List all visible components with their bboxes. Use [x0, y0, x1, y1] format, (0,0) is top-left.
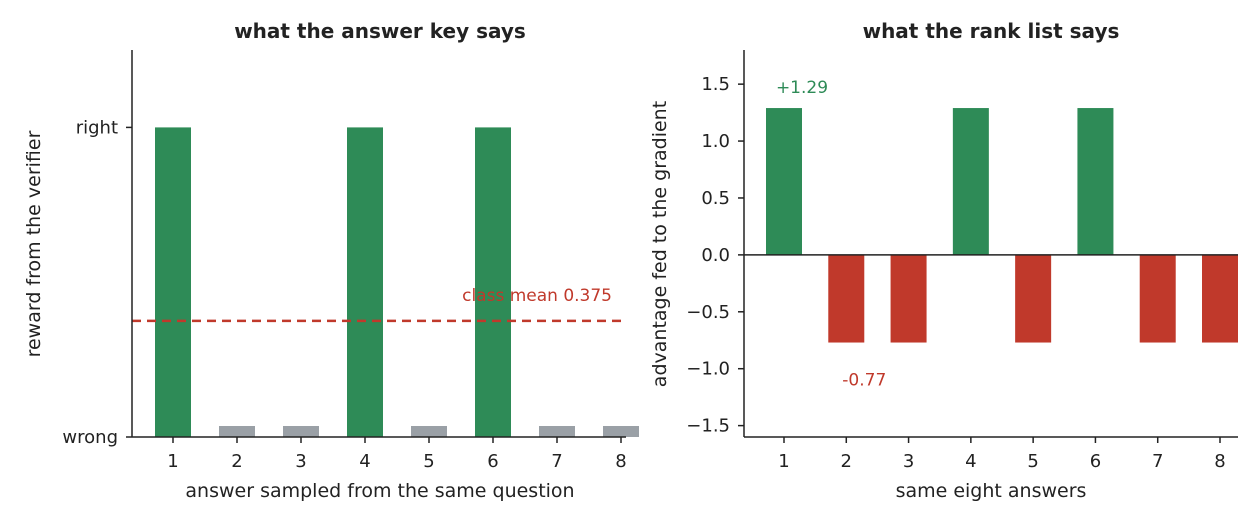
advantage-x-tick-label: 5: [1027, 451, 1038, 472]
advantage-bar-3: [890, 254, 927, 343]
advantage-y-tick-label: 1.0: [701, 131, 730, 152]
reward-x-tick-label: 8: [615, 451, 626, 472]
advantage-x-tick-label: 8: [1214, 451, 1225, 472]
advantage-x-tick-label: 1: [778, 451, 789, 472]
reward-x-tick-label: 2: [231, 451, 242, 472]
reward-x-tick-label: 5: [423, 451, 434, 472]
reward-y-ticks: right wrong: [62, 117, 132, 448]
reward-y-tick-label: wrong: [62, 427, 118, 448]
min-advantage-label: -0.77: [842, 371, 886, 391]
reward-x-tick-label: 3: [295, 451, 306, 472]
reward-y-axis-label: reward from the verifier: [23, 130, 45, 357]
class-mean-reference: class mean 0.375: [132, 286, 622, 323]
reward-x-axis-label: answer sampled from the same question: [185, 480, 574, 502]
advantage-y-tick-label: −1.5: [686, 416, 730, 437]
advantage-panel: what the rank list says +1.29-0.77 −1.5−…: [649, 19, 1238, 502]
advantage-bar-7: [1139, 254, 1176, 343]
advantage-y-tick-label: −0.5: [686, 302, 730, 323]
advantage-bars: [766, 108, 1238, 343]
reward-bar-6: [475, 127, 511, 438]
advantage-x-tick-label: 6: [1090, 451, 1101, 472]
class-mean-label: class mean 0.375: [462, 286, 612, 306]
advantage-x-tick-label: 2: [841, 451, 852, 472]
reward-bars: [155, 127, 639, 438]
advantage-bar-6: [1077, 108, 1114, 255]
advantage-bar-8: [1202, 254, 1238, 343]
advantage-bar-5: [1015, 254, 1052, 343]
reward-bar-5: [411, 426, 447, 437]
advantage-y-axis-label: advantage fed to the gradient: [649, 101, 671, 387]
reward-x-tick-label: 6: [487, 451, 498, 472]
advantage-bar-1: [766, 108, 802, 255]
reward-bar-1: [155, 127, 191, 438]
advantage-y-tick-label: 0.5: [701, 188, 730, 209]
reward-panel-title: what the answer key says: [234, 19, 526, 43]
reward-x-tick-label: 4: [359, 451, 370, 472]
reward-bar-4: [347, 127, 383, 438]
reward-y-tick-label: right: [76, 117, 118, 138]
advantage-bar-4: [952, 108, 989, 255]
advantage-y-tick-label: 1.5: [701, 74, 730, 95]
advantage-panel-title: what the rank list says: [863, 19, 1120, 43]
reward-bar-2: [219, 426, 255, 437]
advantage-x-tick-label: 3: [903, 451, 914, 472]
reward-bar-3: [283, 426, 319, 437]
reward-panel: what the answer key says class mean 0.37…: [23, 19, 639, 502]
advantage-bar-2: [828, 254, 865, 343]
advantage-x-axis-label: same eight answers: [896, 480, 1087, 502]
advantage-x-tick-label: 7: [1152, 451, 1163, 472]
reward-x-ticks: 1 2 3 4 5 6 7 8: [167, 437, 627, 472]
advantage-y-tick-label: −1.0: [686, 359, 730, 380]
reward-x-tick-label: 1: [167, 451, 178, 472]
reward-bar-8: [603, 426, 639, 437]
advantage-x-tick-label: 4: [965, 451, 976, 472]
advantage-annotations: +1.29 -0.77: [776, 78, 886, 390]
reward-x-tick-label: 7: [551, 451, 562, 472]
advantage-y-ticks: −1.5 −1.0 −0.5 0.0 0.5 1.0 1.5: [686, 74, 744, 437]
reward-bar-7: [539, 426, 575, 437]
advantage-y-tick-label: 0.0: [701, 245, 730, 266]
advantage-x-ticks: 1 2 3 4 5 6 7 8: [778, 437, 1226, 472]
max-advantage-label: +1.29: [776, 78, 828, 98]
